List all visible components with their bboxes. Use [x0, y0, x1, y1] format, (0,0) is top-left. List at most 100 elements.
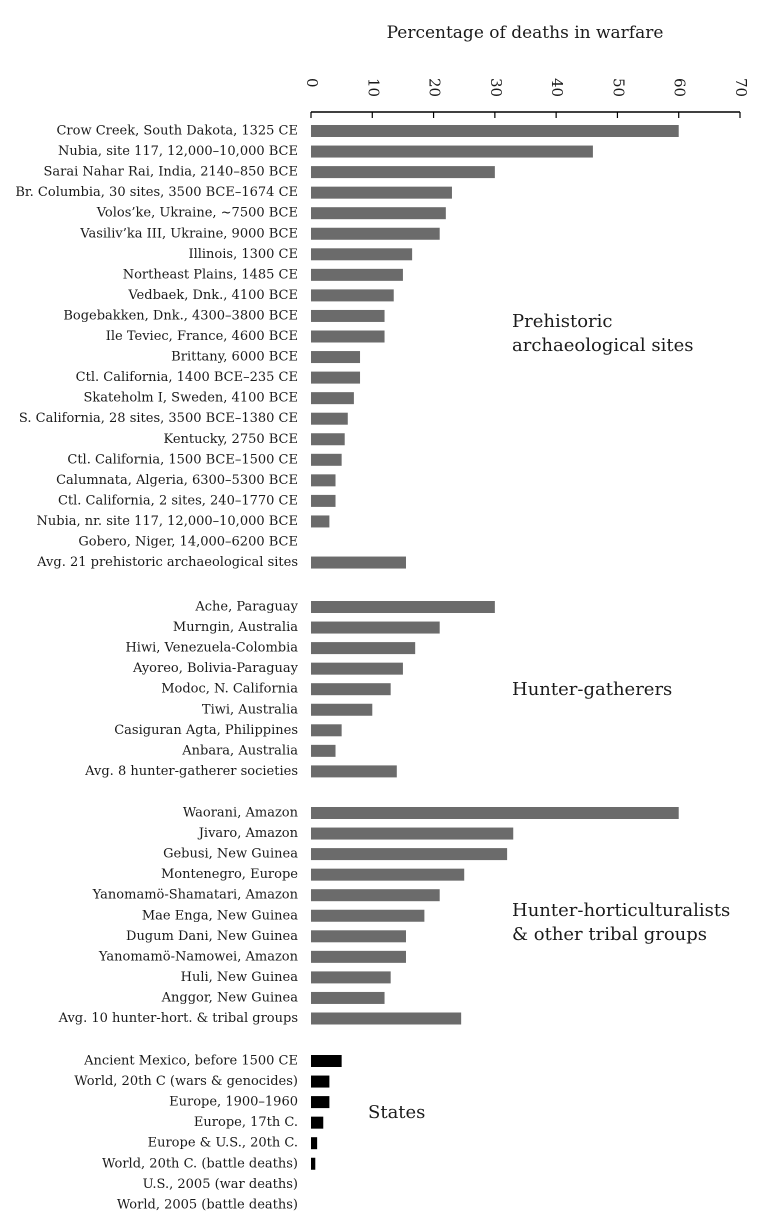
category-label: Brittany, 6000 BCE — [171, 350, 298, 365]
category-label: World, 20th C (wars & genocides) — [74, 1074, 298, 1089]
category-label: Avg. 21 prehistoric archaeological sites — [36, 555, 298, 570]
bar — [311, 227, 440, 240]
category-label: Ile Teviec, France, 4600 BCE — [106, 329, 298, 344]
x-axis: 0 10 20 30 40 50 60 70 — [303, 78, 750, 118]
bar — [311, 556, 406, 569]
category-label: Crow Creek, South Dakota, 1325 CE — [56, 124, 298, 139]
category-label: Avg. 8 hunter-gatherer societies — [84, 764, 298, 779]
category-label: Mae Enga, New Guinea — [142, 908, 298, 923]
category-label: World, 20th C. (battle deaths) — [102, 1156, 298, 1171]
bar — [311, 744, 336, 757]
category-label: Gobero, Niger, 14,000–6200 BCE — [78, 535, 298, 550]
bar — [311, 166, 495, 179]
category-label: Gebusi, New Guinea — [163, 847, 298, 862]
category-label: Jivaro, Amazon — [197, 826, 299, 841]
category-label: Ache, Paraguay — [194, 600, 298, 615]
group-label: States — [368, 1102, 425, 1123]
bar — [311, 289, 394, 302]
bars — [311, 125, 679, 1170]
bar — [311, 1116, 324, 1129]
bar — [311, 703, 373, 716]
category-label: S. California, 28 sites, 3500 BCE–1380 C… — [19, 411, 298, 426]
category-label: Bogebakken, Dnk., 4300–3800 BCE — [63, 308, 298, 323]
x-tick-label: 30 — [487, 78, 505, 97]
category-label: Sarai Nahar Rai, India, 2140–850 BCE — [43, 165, 298, 180]
category-label: Ancient Mexico, before 1500 CE — [83, 1054, 298, 1069]
category-label: Dugum Dani, New Guinea — [126, 929, 298, 944]
bar — [311, 868, 465, 881]
category-label: Anggor, New Guinea — [161, 990, 299, 1005]
bar — [311, 971, 391, 984]
category-label: Europe, 17th C. — [194, 1115, 298, 1130]
x-tick-label: 40 — [548, 78, 566, 97]
bar — [311, 827, 514, 840]
category-label: Huli, New Guinea — [181, 970, 299, 985]
group-labels: Prehistoric archaeological sites Hunter-ga… — [368, 311, 730, 1123]
category-label: Ayoreo, Bolivia-Paraguay — [132, 661, 299, 676]
bar — [311, 1096, 330, 1109]
bar — [311, 145, 593, 158]
group-label: Hunter-horticulturalists & other tribal g… — [512, 900, 730, 945]
category-label: Anbara, Australia — [181, 743, 298, 758]
bar — [311, 186, 452, 199]
category-label: Europe & U.S., 20th C. — [148, 1136, 298, 1151]
bar — [311, 330, 385, 343]
category-label: Nubia, site 117, 12,000–10,000 BCE — [58, 144, 298, 159]
x-tick-label: 20 — [426, 78, 444, 97]
bar — [311, 474, 336, 487]
bar — [311, 683, 391, 696]
category-label: Br. Columbia, 30 sites, 3500 BCE–1674 CE — [15, 185, 298, 200]
category-label: Europe, 1900–1960 — [169, 1095, 298, 1110]
x-tick-label: 10 — [364, 78, 382, 97]
bar — [311, 494, 336, 507]
x-tick-label: 70 — [732, 78, 750, 97]
bar — [311, 207, 446, 220]
bar — [311, 724, 342, 737]
bar — [311, 1055, 342, 1067]
bar — [311, 950, 406, 963]
bar — [311, 1075, 330, 1088]
bar — [311, 642, 416, 655]
category-label: Nubia, nr. site 117, 12,000–10,000 BCE — [37, 514, 298, 529]
category-label: Volos’ke, Ukraine, ~7500 BCE — [96, 206, 298, 221]
bar — [311, 268, 403, 281]
bar — [311, 1012, 462, 1025]
category-label: Northeast Plains, 1485 CE — [123, 267, 298, 282]
group-label-line: & other tribal groups — [512, 924, 707, 945]
bar — [311, 433, 345, 446]
bar — [311, 351, 361, 364]
category-label: Ctl. California, 1400 BCE–235 CE — [76, 370, 298, 385]
bar — [311, 371, 361, 384]
bar — [311, 453, 342, 466]
category-label: Casiguran Agta, Philippines — [114, 723, 298, 738]
bar — [311, 1137, 318, 1150]
group-label: Prehistoric archaeological sites — [512, 311, 694, 356]
category-label: Montenegro, Europe — [161, 867, 298, 882]
category-label: Hiwi, Venezuela-Colombia — [125, 641, 298, 656]
bar — [311, 909, 425, 922]
category-label: Murngin, Australia — [173, 620, 298, 635]
category-label: Modoc, N. California — [161, 682, 298, 697]
bar — [311, 991, 385, 1004]
bar — [311, 930, 406, 943]
group-label-line: archaeological sites — [512, 335, 694, 356]
bar — [311, 765, 397, 778]
bar — [311, 662, 403, 675]
category-label: Vedbaek, Dnk., 4100 BCE — [127, 288, 298, 303]
category-label: World, 2005 (battle deaths) — [117, 1197, 298, 1212]
group-label-line: Hunter-gatherers — [512, 679, 672, 700]
category-label: Skateholm I, Sweden, 4100 BCE — [84, 391, 299, 406]
bar — [311, 412, 348, 425]
bar — [311, 1157, 316, 1170]
bar — [311, 889, 440, 902]
group-label-line: Hunter-horticulturalists — [512, 900, 730, 921]
x-tick-label: 60 — [671, 78, 689, 97]
bar — [311, 621, 440, 634]
bar — [311, 309, 385, 322]
x-tick-label: 50 — [609, 78, 627, 97]
category-label: Vasiliv’ka III, Ukraine, 9000 BCE — [79, 226, 298, 241]
chart-title: Percentage of deaths in warfare — [387, 23, 664, 43]
category-label: Avg. 10 hunter-hort. & tribal groups — [58, 1011, 298, 1026]
category-label: Calumnata, Algeria, 6300–5300 BCE — [56, 473, 298, 488]
